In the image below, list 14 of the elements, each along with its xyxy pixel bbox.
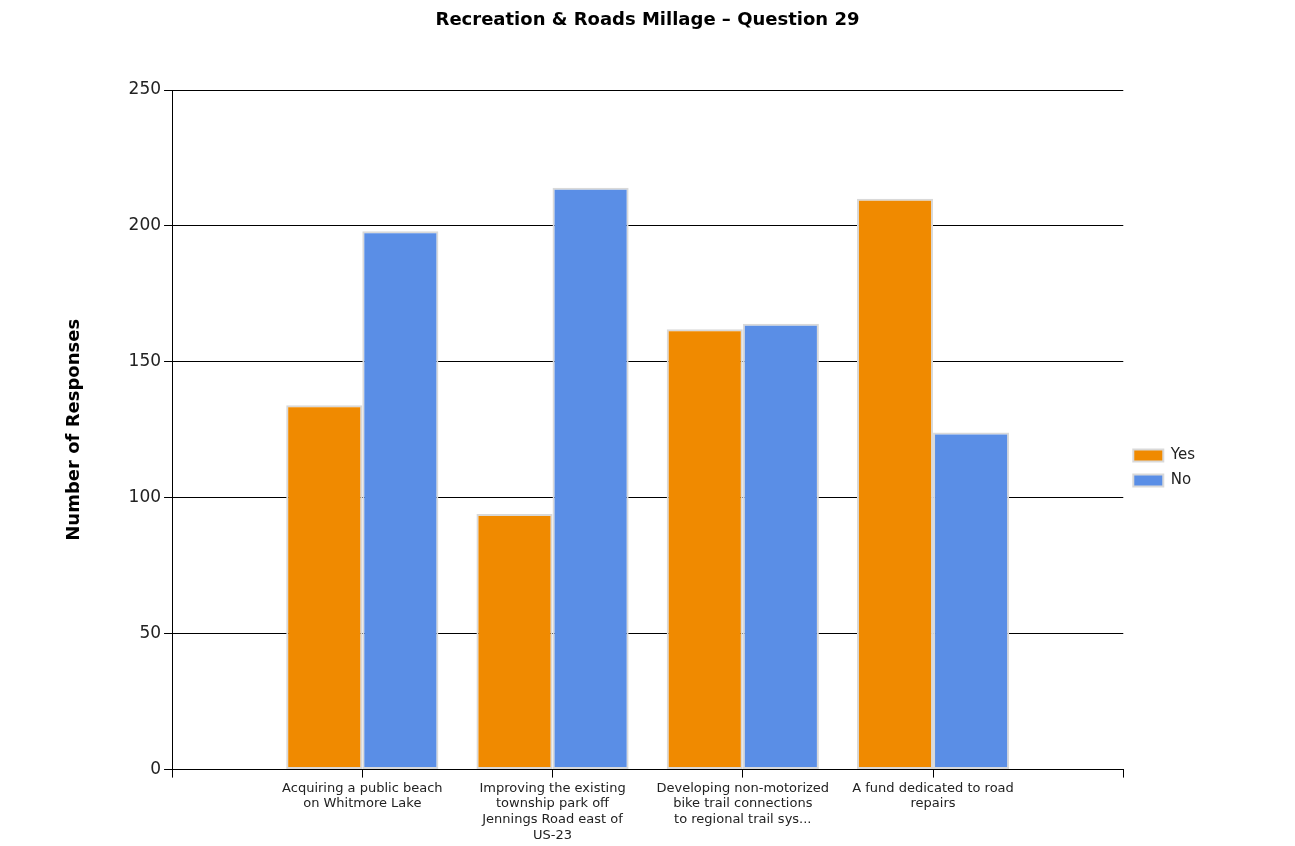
x-tick-label: Acquiring a public beach on Whitmore Lake xyxy=(282,779,443,811)
chart-title: Recreation & Roads Millage – Question 29 xyxy=(434,8,861,29)
x-tick-label: A fund dedicated to road repairs xyxy=(852,779,1014,811)
y-tick-label: 200 xyxy=(128,214,162,235)
y-tick-label: 150 xyxy=(128,350,162,371)
y-axis-title: Number of Responses xyxy=(62,318,84,541)
legend-label: Yes xyxy=(1169,445,1196,464)
x-tick-label: Improving the existing township park off Jennings Road east of US-23 xyxy=(479,779,626,842)
y-tick-label: 100 xyxy=(128,486,162,507)
y-tick-label: 0 xyxy=(150,758,162,779)
x-tick-label: Developing non-motorized bike trail connections to regional trail sys... xyxy=(656,779,830,826)
y-tick-label: 50 xyxy=(139,622,162,643)
legend-label: No xyxy=(1170,470,1192,489)
y-tick-label: 250 xyxy=(128,78,162,99)
